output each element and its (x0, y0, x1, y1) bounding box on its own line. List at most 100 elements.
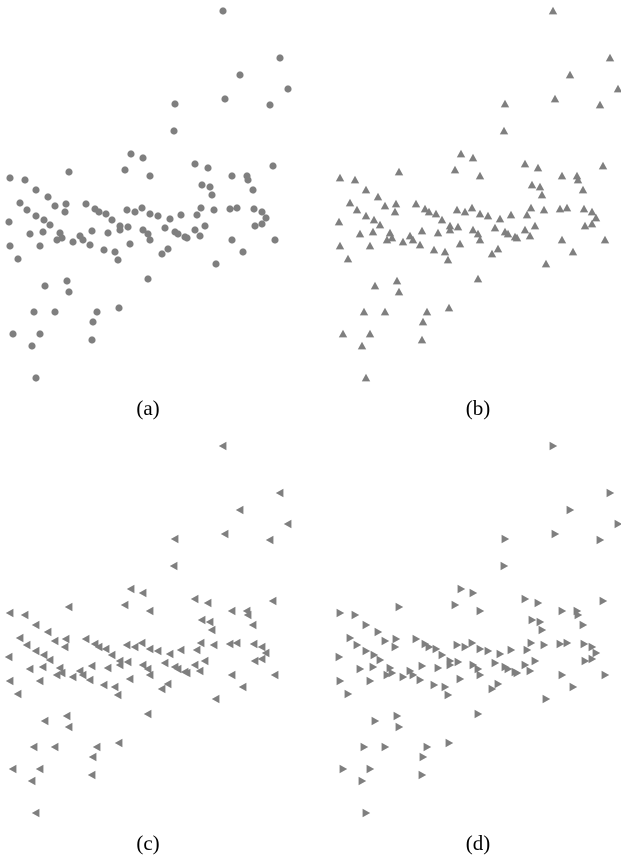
point (271, 236, 279, 244)
point (419, 752, 428, 762)
point (218, 441, 227, 451)
point (89, 318, 97, 326)
point (581, 656, 590, 666)
point (484, 646, 493, 656)
point (365, 241, 375, 250)
point (40, 716, 49, 726)
point (249, 186, 257, 194)
point (540, 640, 549, 650)
point (522, 210, 532, 219)
point (370, 650, 379, 660)
point (111, 248, 119, 256)
point (520, 159, 530, 168)
point (406, 666, 415, 676)
point (469, 660, 478, 670)
point (338, 329, 348, 338)
point (160, 658, 169, 668)
point (31, 646, 40, 656)
point (227, 670, 236, 680)
point (387, 233, 397, 242)
point (437, 215, 447, 224)
point (420, 204, 430, 213)
point (453, 640, 462, 650)
point (139, 154, 147, 162)
point (506, 210, 516, 219)
point (595, 100, 605, 109)
point (383, 670, 392, 680)
point (226, 205, 234, 213)
point (421, 639, 430, 649)
point (21, 176, 29, 184)
point (233, 204, 241, 212)
point (197, 615, 206, 625)
point (591, 213, 601, 222)
point (102, 210, 110, 218)
point (88, 227, 96, 235)
point (523, 645, 532, 655)
point (208, 191, 216, 199)
point (451, 600, 460, 610)
point (196, 232, 204, 240)
point (599, 596, 608, 606)
point (182, 668, 191, 678)
point (579, 620, 588, 630)
point (257, 654, 266, 664)
point (38, 662, 47, 672)
point (69, 238, 77, 246)
point (335, 241, 345, 250)
point (101, 644, 110, 654)
point (382, 235, 392, 244)
point (550, 94, 560, 103)
point (115, 304, 123, 312)
point (220, 529, 229, 539)
point (8, 764, 17, 774)
point (249, 639, 258, 649)
point (122, 640, 131, 650)
point (395, 722, 404, 732)
point (225, 639, 234, 649)
point (61, 634, 70, 644)
point (369, 215, 379, 224)
point (31, 808, 40, 818)
point (572, 171, 582, 180)
point (39, 650, 48, 660)
point (423, 742, 432, 752)
point (533, 163, 543, 172)
point (4, 652, 13, 662)
point (127, 150, 135, 158)
point (145, 644, 154, 654)
point (126, 584, 135, 594)
point (362, 646, 371, 656)
point (57, 668, 66, 678)
point (381, 742, 390, 752)
point (390, 207, 400, 216)
point (520, 225, 530, 234)
point (339, 764, 348, 774)
point (227, 606, 236, 616)
point (534, 598, 543, 608)
point (574, 610, 583, 620)
point (507, 645, 516, 655)
point (124, 223, 132, 231)
point (350, 175, 360, 184)
point (388, 668, 397, 678)
point (605, 53, 615, 62)
point (461, 642, 470, 652)
point (370, 281, 380, 290)
point (276, 54, 284, 62)
point (392, 276, 402, 285)
point (526, 203, 536, 212)
point (417, 335, 427, 344)
point (201, 222, 209, 230)
point (469, 588, 478, 598)
point (198, 181, 206, 189)
point (445, 738, 454, 748)
point (103, 663, 112, 673)
point (490, 223, 500, 232)
point (391, 642, 400, 652)
point (457, 584, 466, 594)
point (154, 212, 162, 220)
point (243, 610, 252, 620)
